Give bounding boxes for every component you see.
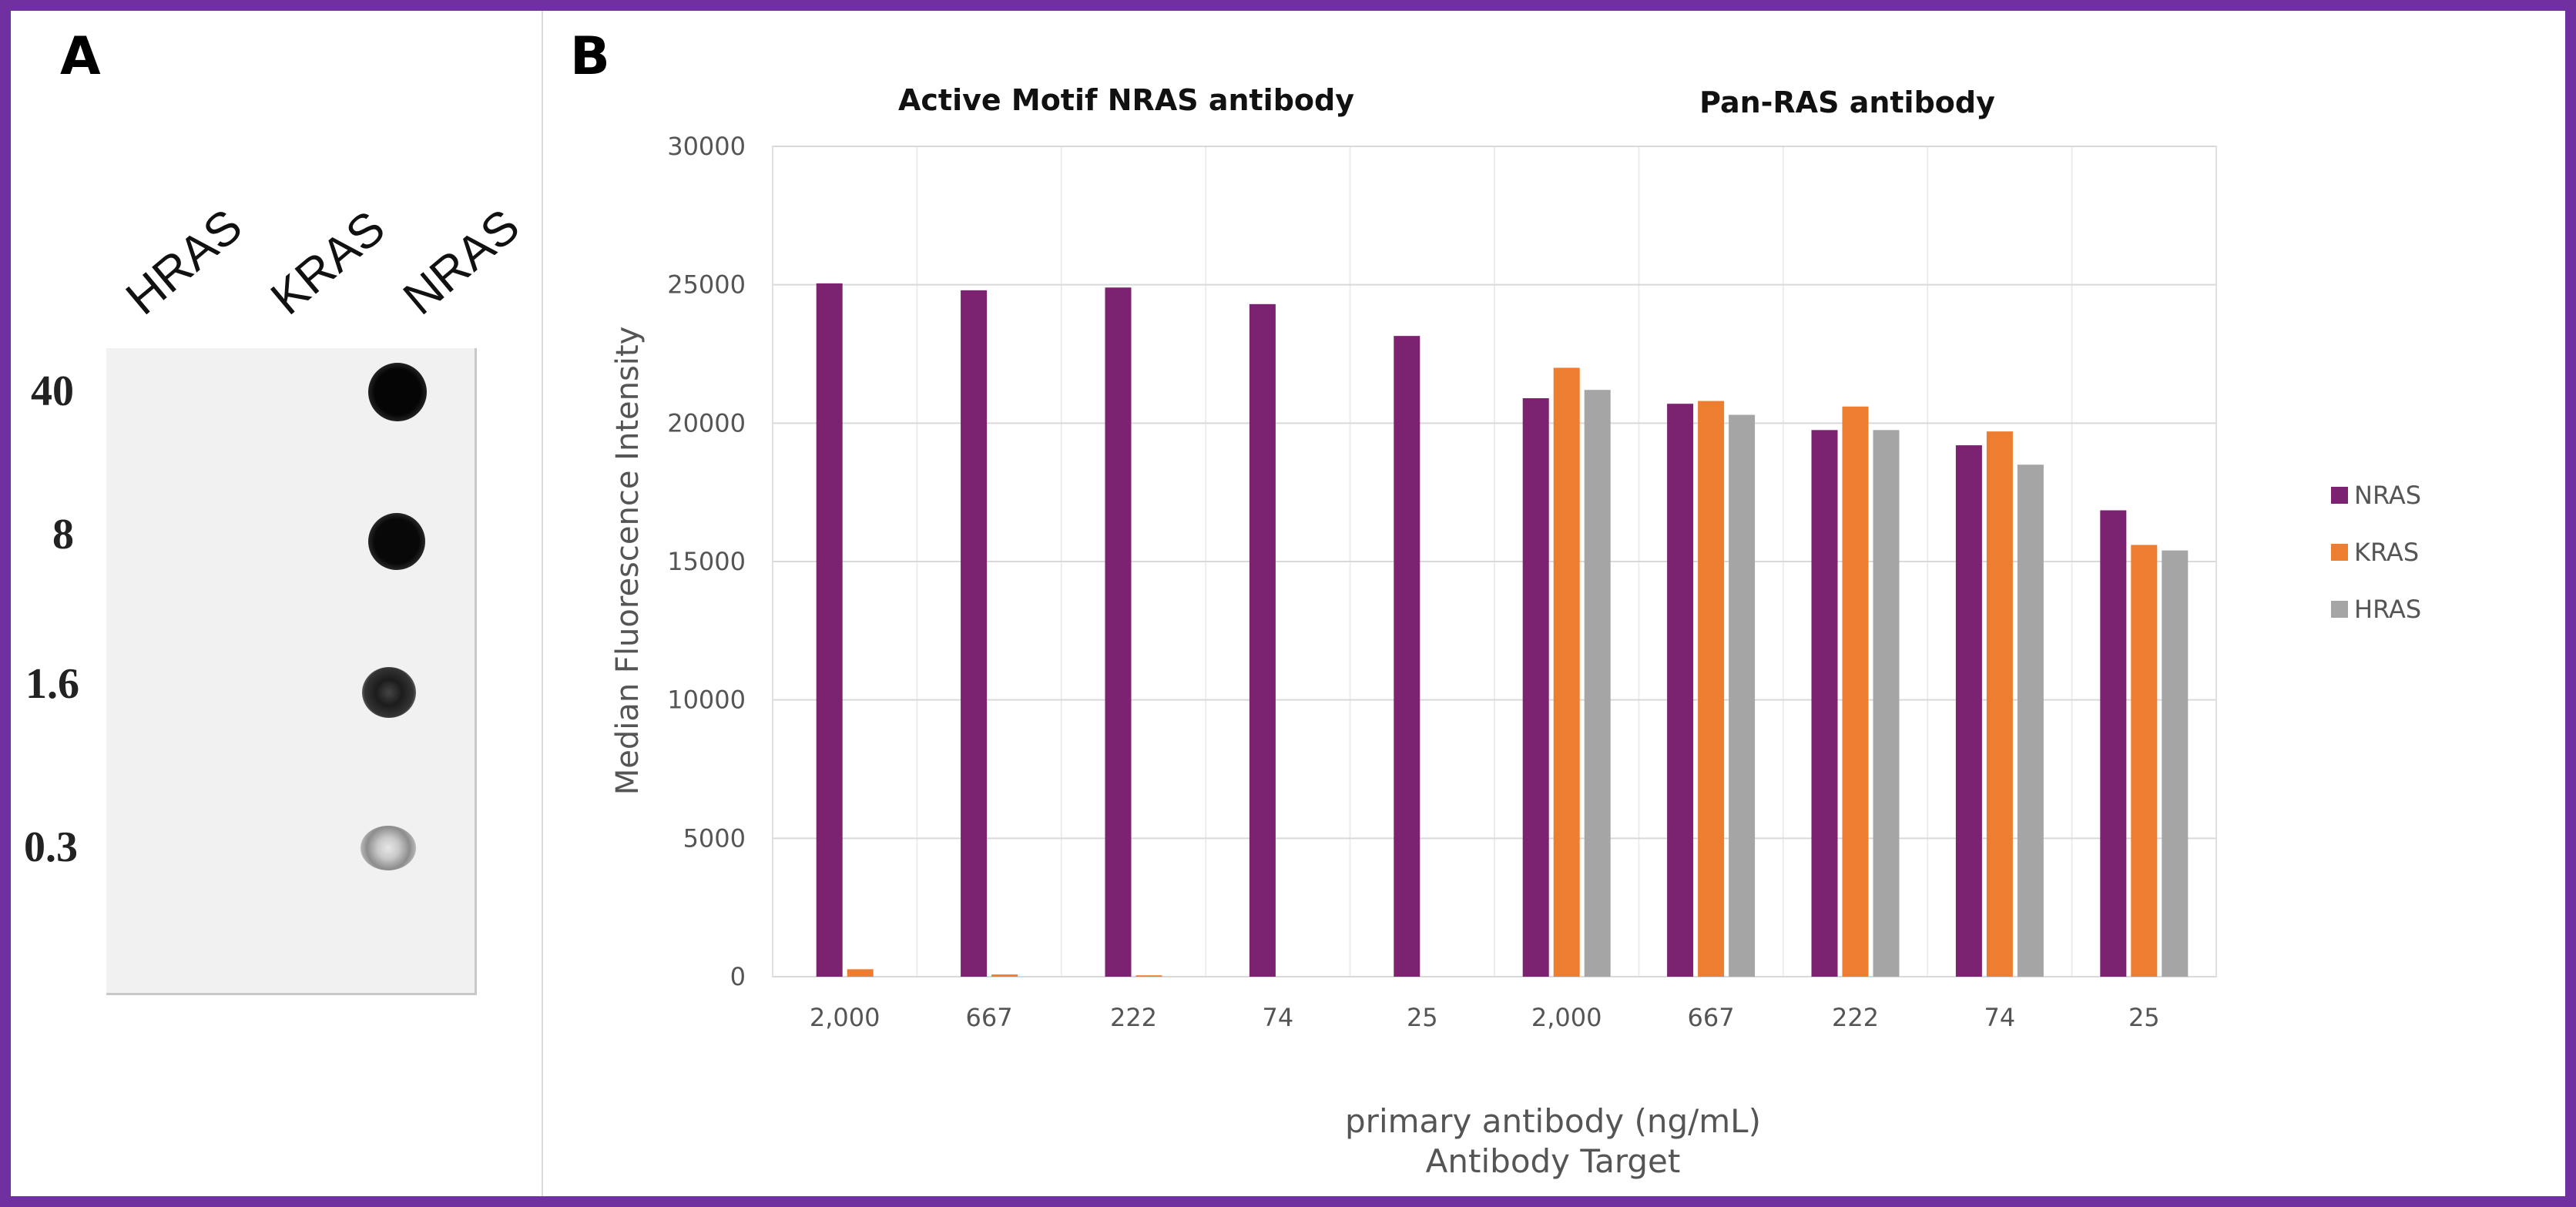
legend-label-kras: KRAS <box>2354 538 2419 567</box>
bar-nras-5 <box>1522 397 1549 977</box>
bar-hras-9 <box>2162 550 2189 977</box>
y-tick-label: 15000 <box>667 547 746 576</box>
bar-kras-1 <box>991 974 1018 977</box>
bar-nras-3 <box>1249 303 1276 977</box>
panel-b-letter: B <box>570 26 610 87</box>
bar-kras-9 <box>2131 545 2158 977</box>
x-axis-label-secondary: Antibody Target <box>1426 1142 1681 1180</box>
legend-swatch-kras <box>2331 544 2348 561</box>
legend-swatch-nras <box>2331 487 2348 504</box>
y-tick-label: 20000 <box>667 408 746 438</box>
bar-nras-7 <box>1811 430 1838 977</box>
bar-kras-8 <box>1986 431 2013 977</box>
x-tick-label: 74 <box>1984 1003 2016 1032</box>
y-tick-label: 5000 <box>683 823 746 853</box>
bar-hras-7 <box>1873 430 1900 977</box>
bar-nras-2 <box>1105 287 1132 977</box>
legend-swatch-hras <box>2331 601 2348 618</box>
x-axis-label: primary antibody (ng/mL) <box>1345 1102 1761 1140</box>
bar-nras-0 <box>816 283 843 977</box>
bar-nras-6 <box>1667 404 1694 977</box>
dot-blot-membrane <box>106 348 477 995</box>
group-title-active-motif: Active Motif NRAS antibody <box>898 83 1354 117</box>
bar-hras-5 <box>1584 390 1611 977</box>
bar-hras-6 <box>1729 414 1756 977</box>
bar-nras-8 <box>1955 445 1982 977</box>
blot-dot-0.3 <box>361 826 416 870</box>
x-tick-label: 222 <box>1832 1003 1879 1032</box>
bar-nras-9 <box>2100 510 2127 977</box>
x-tick-label: 667 <box>1688 1003 1735 1032</box>
blot-dot-1.6 <box>362 667 416 718</box>
blot-row-label-0.3: 0.3 <box>24 823 78 871</box>
panel-divider <box>542 11 543 1196</box>
blot-dot-8 <box>368 513 425 570</box>
x-tick-label: 667 <box>966 1003 1013 1032</box>
bar-kras-2 <box>1135 975 1162 977</box>
bar-hras-8 <box>2017 464 2044 977</box>
blot-row-label-8: 8 <box>52 511 74 558</box>
y-tick-label: 30000 <box>667 132 746 161</box>
y-tick-label: 25000 <box>667 270 746 300</box>
blot-dot-40 <box>368 363 427 421</box>
bar-kras-6 <box>1698 401 1725 977</box>
bar-nras-4 <box>1394 336 1420 977</box>
group-title-pan-ras: Pan-RAS antibody <box>1699 85 1995 119</box>
blot-row-label-40: 40 <box>31 367 74 415</box>
y-tick-label: 10000 <box>667 686 746 715</box>
x-tick-label: 25 <box>2128 1003 2160 1032</box>
x-tick-label: 222 <box>1110 1003 1157 1032</box>
x-tick-label: 2,000 <box>1531 1003 1602 1032</box>
x-tick-label: 2,000 <box>810 1003 880 1032</box>
y-tick-label: 0 <box>730 962 746 991</box>
bar-nras-1 <box>961 290 988 977</box>
x-tick-label: 74 <box>1263 1003 1294 1032</box>
legend-label-hras: HRAS <box>2354 595 2421 624</box>
x-tick-label: 25 <box>1407 1003 1438 1032</box>
bar-kras-7 <box>1842 406 1869 977</box>
bar-kras-5 <box>1553 367 1580 977</box>
bar-kras-0 <box>847 969 874 977</box>
legend-label-nras: NRAS <box>2354 481 2421 510</box>
y-axis-label: Median Fluorescence Intensity <box>610 327 646 796</box>
blot-row-label-1.6: 1.6 <box>25 660 79 708</box>
panel-a-letter: A <box>60 26 101 87</box>
